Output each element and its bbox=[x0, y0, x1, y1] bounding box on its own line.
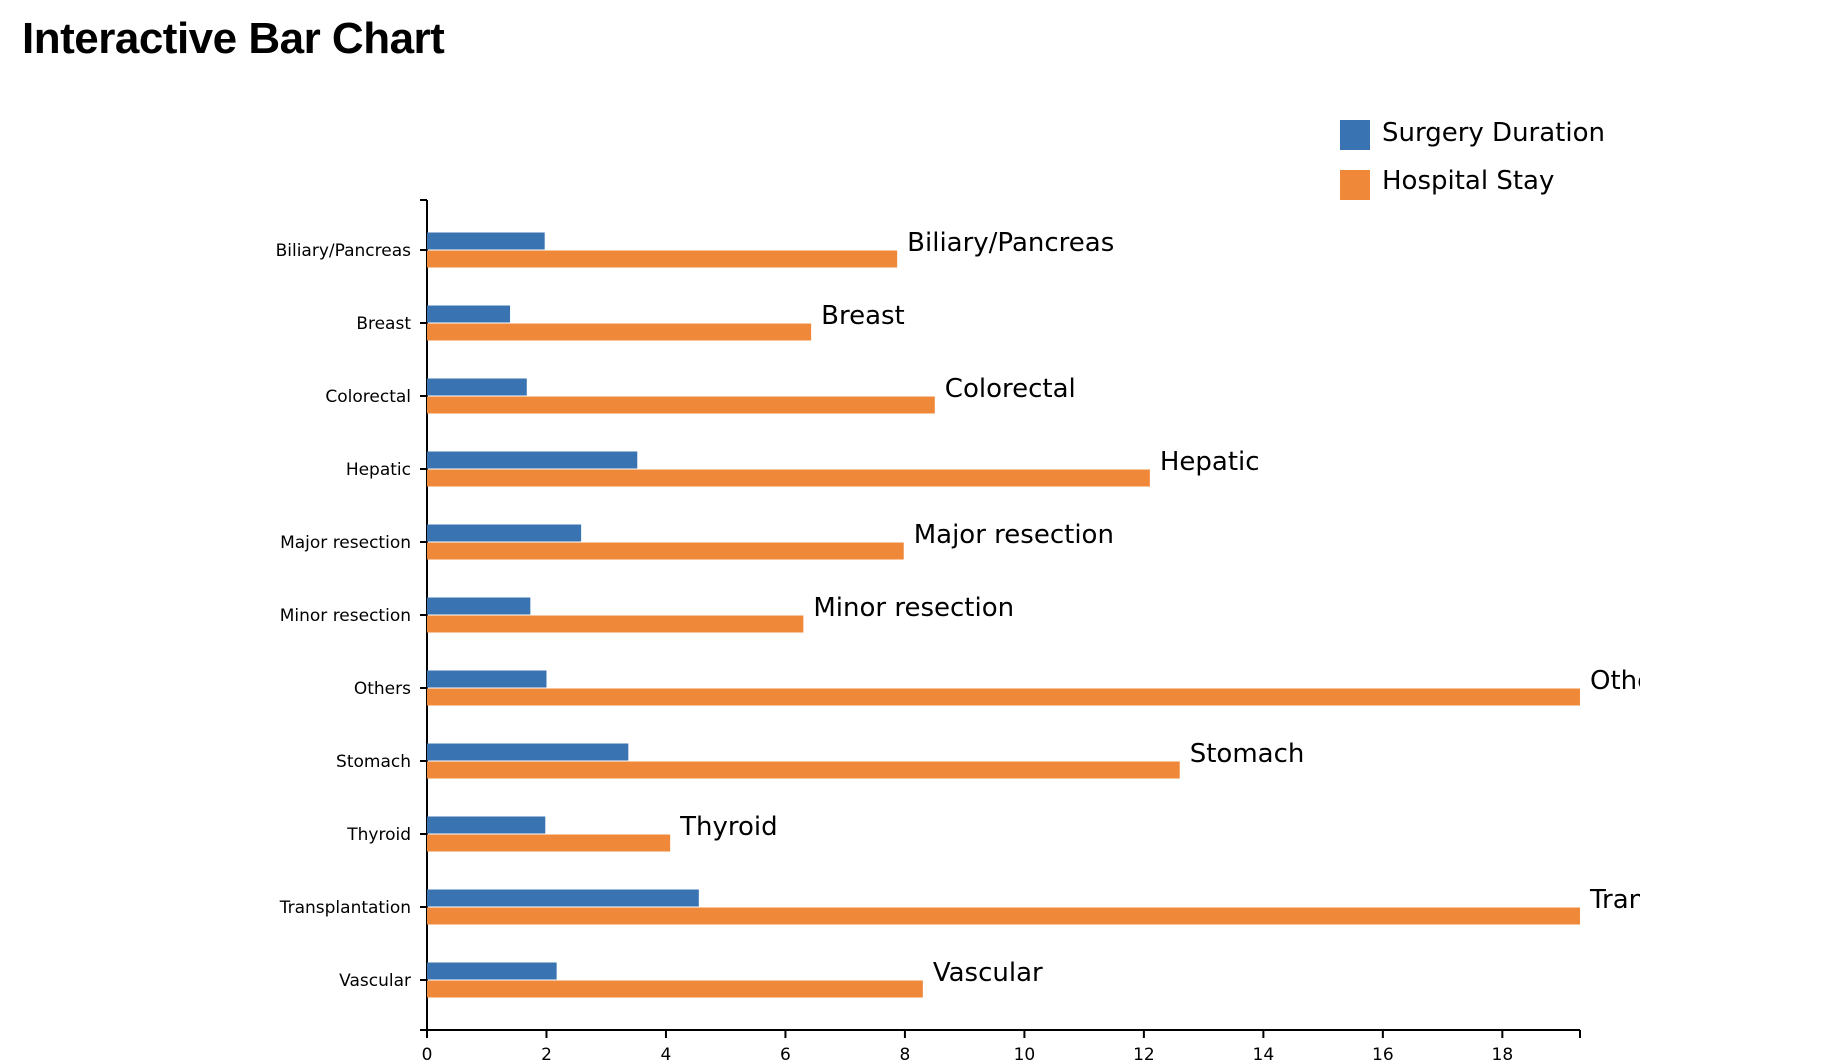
bar-surgery-duration bbox=[427, 670, 547, 688]
y-tick-label: Colorectal bbox=[325, 387, 411, 407]
bar-surgery-duration bbox=[427, 743, 629, 761]
bar-hospital-stay bbox=[427, 323, 812, 341]
x-tick-label: 16 bbox=[1372, 1045, 1394, 1062]
bar-hospital-stay bbox=[427, 542, 904, 560]
bar-label: Othe bbox=[1590, 666, 1653, 696]
legend-swatch-surgery-duration bbox=[1340, 120, 1370, 150]
bar-label: Tran bbox=[1589, 885, 1645, 915]
bar-hospital-stay bbox=[427, 688, 1580, 706]
bar-label: Biliary/Pancreas bbox=[907, 228, 1114, 258]
bar-hospital-stay bbox=[427, 907, 1580, 925]
legend-label-surgery-duration: Surgery Duration bbox=[1382, 118, 1605, 148]
x-tick-label: 2 bbox=[541, 1045, 552, 1062]
page-title: Interactive Bar Chart bbox=[22, 14, 445, 63]
bar-hospital-stay bbox=[427, 396, 935, 414]
bar-surgery-duration bbox=[427, 597, 531, 615]
x-tick-label: 6 bbox=[780, 1045, 791, 1062]
bar-label: Stomach bbox=[1190, 739, 1305, 769]
bar-hospital-stay bbox=[427, 834, 671, 852]
bar-hospital-stay bbox=[427, 469, 1150, 487]
x-tick-label: 12 bbox=[1133, 1045, 1155, 1062]
legend-label-hospital-stay: Hospital Stay bbox=[1382, 166, 1554, 196]
legend: Surgery Duration Hospital Stay bbox=[1340, 118, 1605, 200]
bar-surgery-duration bbox=[427, 451, 638, 469]
x-tick-label: 18 bbox=[1492, 1045, 1514, 1062]
bar-surgery-duration bbox=[427, 962, 557, 980]
bar-label: Hepatic bbox=[1160, 447, 1260, 477]
bar-hospital-stay bbox=[427, 615, 804, 633]
y-tick-label: Thyroid bbox=[346, 825, 411, 845]
y-tick-label: Transplantation bbox=[279, 898, 411, 918]
y-tick-label: Breast bbox=[356, 314, 411, 334]
bar-label: Major resection bbox=[914, 520, 1114, 550]
bar-surgery-duration bbox=[427, 816, 546, 834]
bar-hospital-stay bbox=[427, 980, 923, 998]
x-tick-label: 8 bbox=[900, 1045, 911, 1062]
bar-hospital-stay bbox=[427, 250, 898, 268]
bar-surgery-duration bbox=[427, 889, 699, 907]
y-tick-label: Stomach bbox=[336, 752, 411, 772]
bar-surgery-duration bbox=[427, 524, 582, 542]
y-tick-label: Biliary/Pancreas bbox=[276, 241, 412, 261]
bar-hospital-stay bbox=[427, 761, 1180, 779]
y-tick-label: Major resection bbox=[280, 533, 411, 553]
y-tick-label: Hepatic bbox=[346, 460, 411, 480]
plot-area: 0 2 4 6 8 10 12 14 16 18 Biliary/Pancreas Biliary/P… bbox=[276, 199, 1653, 1062]
bar-label: Vascular bbox=[933, 958, 1043, 988]
x-tick-label: 10 bbox=[1014, 1045, 1036, 1062]
bar-surgery-duration bbox=[427, 305, 511, 323]
bar-label: Colorectal bbox=[945, 374, 1076, 404]
x-tick-label: 4 bbox=[661, 1045, 672, 1062]
y-tick-label: Others bbox=[354, 679, 411, 699]
bar-label: Thyroid bbox=[679, 812, 778, 842]
y-tick-label: Minor resection bbox=[280, 606, 411, 626]
x-tick-label: 0 bbox=[422, 1045, 433, 1062]
y-tick-label: Vascular bbox=[339, 971, 411, 991]
bar-label: Breast bbox=[821, 301, 905, 331]
x-tick-label: 14 bbox=[1253, 1045, 1275, 1062]
legend-swatch-hospital-stay bbox=[1340, 170, 1370, 200]
bar-surgery-duration bbox=[427, 232, 545, 250]
bar-surgery-duration bbox=[427, 378, 527, 396]
bar-label: Minor resection bbox=[813, 593, 1014, 623]
